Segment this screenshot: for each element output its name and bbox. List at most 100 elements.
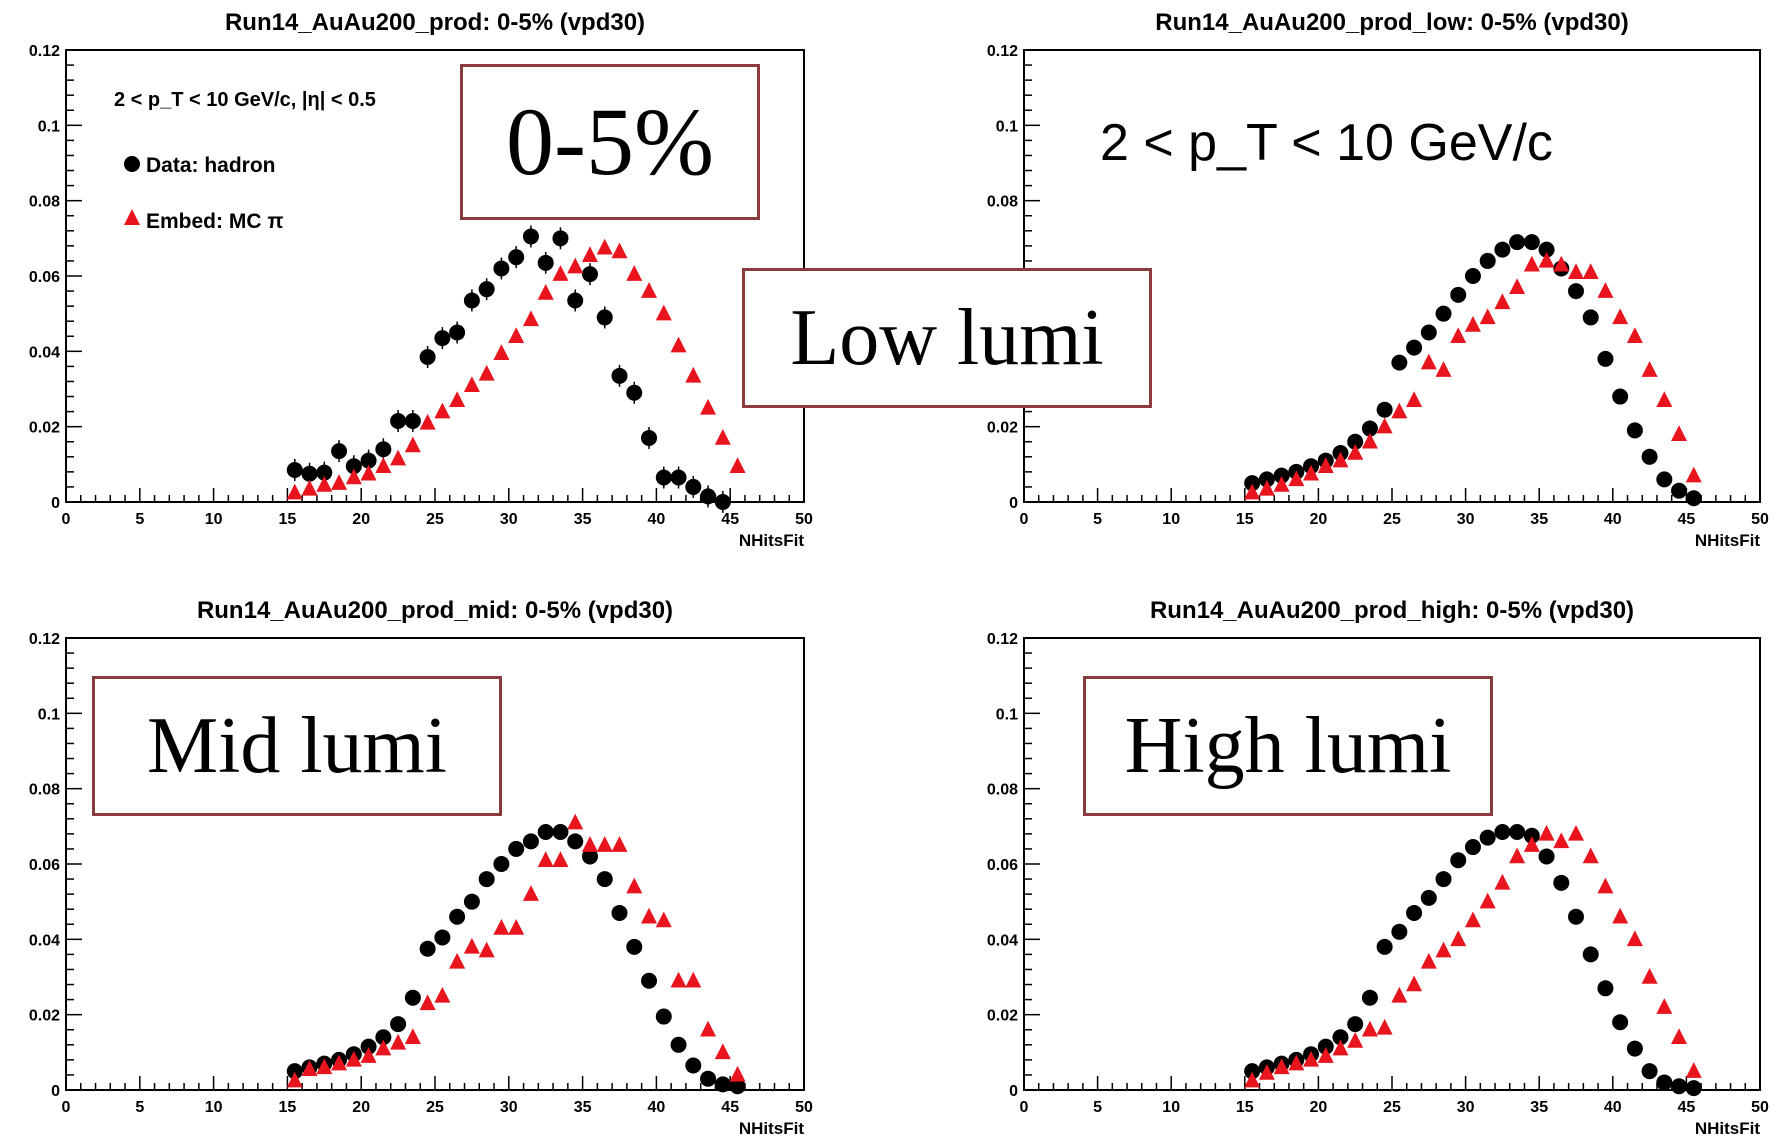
data-point: [360, 1038, 377, 1055]
y-tick-label: 0.04: [29, 344, 60, 361]
embed-point: [1450, 327, 1467, 344]
y-tick-label: 0.08: [987, 782, 1018, 799]
embed-point: [345, 1050, 362, 1067]
embed-point: [1361, 1020, 1378, 1037]
data-point: [655, 1008, 672, 1025]
y-tick-label: 0.08: [987, 194, 1018, 211]
embed-point: [700, 1020, 717, 1037]
embed-point: [493, 344, 510, 360]
data-point: [1641, 1063, 1658, 1080]
y-tick-label: 0.02: [987, 1008, 1018, 1025]
embed-point: [360, 1047, 377, 1063]
data-point: [1509, 234, 1526, 251]
embed-point: [1641, 968, 1658, 984]
embed-point: [1626, 327, 1643, 344]
data-point: [1391, 923, 1408, 940]
series-data-hadron: [1244, 234, 1702, 507]
data-point: [714, 494, 731, 510]
embed-point: [641, 907, 658, 924]
embed-point: [1582, 263, 1599, 279]
y-tick-label: 0.1: [38, 706, 60, 723]
legend-marker-data: [124, 156, 140, 172]
panel-title: Run14_AuAu200_prod_low: 0-5% (vpd30): [1155, 9, 1628, 36]
data-point: [714, 1076, 731, 1093]
panel-4: Run14_AuAu200_prod_high: 0-5% (vpd30) 0 5 1…: [987, 597, 1769, 1138]
data-point: [1612, 1014, 1629, 1031]
data-point: [1258, 471, 1275, 488]
embed-point: [537, 283, 554, 300]
y-tick-label: 0.02: [987, 420, 1018, 437]
embed-point: [1332, 451, 1349, 468]
embed-point: [729, 1065, 746, 1082]
embed-point: [611, 836, 628, 852]
data-point: [611, 904, 628, 921]
data-point: [360, 452, 377, 469]
embed-point: [301, 479, 318, 496]
embed-point: [301, 1060, 318, 1077]
data-point: [1656, 1074, 1673, 1091]
data-point: [1626, 422, 1643, 439]
data-point: [581, 266, 598, 283]
data-point: [449, 908, 466, 925]
data-point: [567, 292, 584, 309]
embed-point: [1538, 251, 1555, 268]
embed-point: [1626, 930, 1643, 947]
x-tick-label: 50: [1751, 511, 1769, 528]
embed-point: [508, 327, 525, 344]
embed-point: [567, 813, 584, 830]
data-point: [1317, 1038, 1334, 1055]
embed-point: [316, 476, 333, 492]
x-tick-label: 30: [500, 511, 518, 528]
embed-point: [1435, 361, 1452, 377]
embed-point: [1509, 847, 1526, 864]
embed-point: [331, 1054, 348, 1071]
embed-point: [552, 265, 569, 281]
data-point: [552, 823, 569, 840]
data-point: [478, 871, 495, 888]
embed-point: [390, 449, 407, 466]
x-tick-label: 30: [500, 1099, 518, 1116]
embed-point: [537, 851, 554, 867]
embed-point: [685, 366, 702, 383]
y-tick-label: 0.1: [996, 118, 1018, 135]
embed-point: [685, 971, 702, 988]
x-tick-label: 35: [1530, 511, 1548, 528]
data-point: [390, 413, 407, 430]
series-data-hadron: [286, 225, 731, 513]
x-tick-label: 40: [1604, 511, 1622, 528]
data-point: [1494, 241, 1511, 258]
y-tick-label: 0.1: [996, 706, 1018, 723]
data-point: [641, 972, 658, 989]
x-tick-label: 30: [1457, 511, 1475, 528]
data-point: [700, 488, 717, 505]
embed-point: [1288, 470, 1305, 487]
data-point: [611, 367, 628, 384]
y-tick-label: 0.12: [987, 43, 1018, 60]
data-point: [1244, 1063, 1261, 1080]
embed-point: [419, 413, 436, 430]
x-tick-label: 5: [1093, 1099, 1102, 1116]
mid-lumi-label-box: Mid lumi: [92, 676, 502, 816]
x-axis-label: NHitsFit: [739, 1119, 805, 1138]
embed-point: [567, 257, 584, 274]
data-point: [1464, 839, 1481, 856]
panel-title: Run14_AuAu200_prod: 0-5% (vpd30): [225, 9, 645, 36]
embed-point: [449, 952, 466, 969]
x-axis-label: NHitsFit: [739, 531, 805, 550]
x-tick-label: 40: [648, 511, 666, 528]
x-tick-label: 15: [1236, 511, 1254, 528]
data-point: [1538, 848, 1555, 865]
data-point: [493, 856, 510, 872]
data-point: [1641, 448, 1658, 465]
data-point: [1656, 471, 1673, 488]
embed-point: [1420, 952, 1437, 969]
y-tick-label: 0: [1009, 1083, 1018, 1100]
embed-point: [655, 304, 672, 321]
x-tick-label: 35: [1530, 1099, 1548, 1116]
embed-point: [1332, 1039, 1349, 1056]
data-point: [419, 348, 436, 365]
data-point: [1361, 989, 1378, 1006]
data-point: [522, 833, 539, 850]
embed-point: [1420, 353, 1437, 370]
